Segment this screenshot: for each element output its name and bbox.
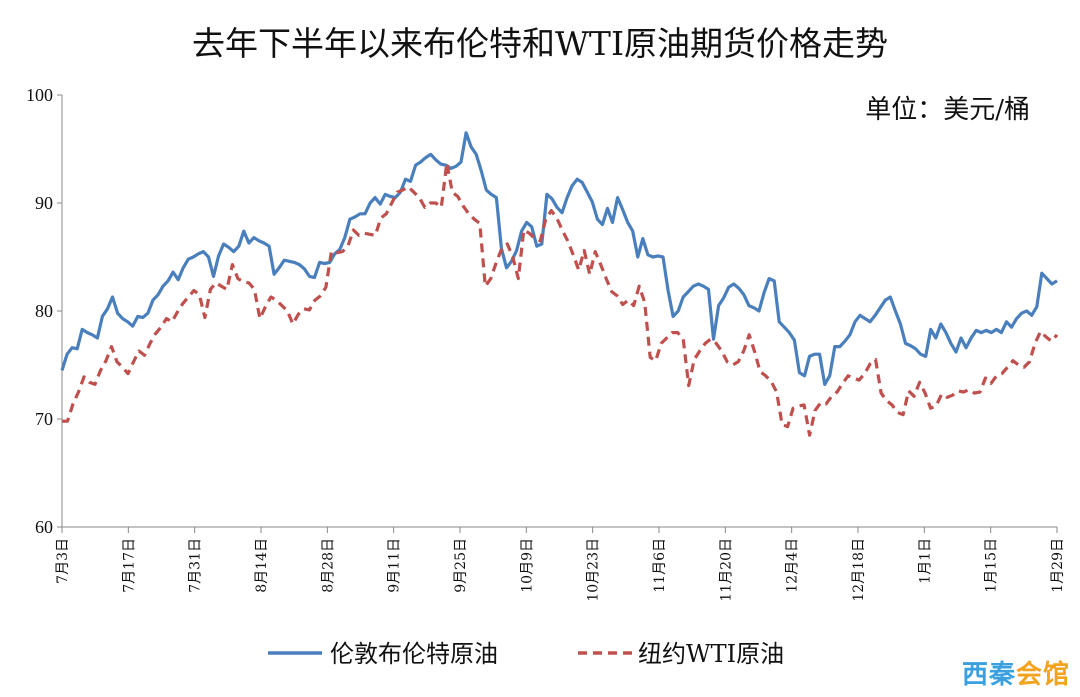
x-tick-label: 8月14日 — [254, 538, 270, 593]
y-tick-label: 60 — [35, 517, 53, 537]
y-tick-label: 70 — [35, 409, 53, 429]
series-line-brent — [60, 131, 1058, 386]
x-axis-ticks: 7月3日 7月17日 7月31日 8月14日 8月28日 9月11日 9月25日 10月9日 1… — [55, 527, 1066, 602]
x-tick-label: 1月15日 — [984, 538, 1000, 593]
x-tick-label: 10月23日 — [586, 538, 602, 602]
x-tick-label: 9月25日 — [453, 538, 469, 593]
x-tick-label: 10月9日 — [519, 538, 535, 593]
legend-label-wti: 纽约WTI原油 — [638, 640, 784, 668]
y-tick-label: 100 — [26, 85, 53, 105]
watermark-logo: 西秦会馆 — [962, 654, 1070, 691]
x-tick-label: 7月31日 — [188, 538, 204, 593]
unit-label: 单位：美元/桶 — [865, 95, 1030, 125]
x-tick-label: 7月17日 — [121, 538, 137, 593]
x-tick-label: 11月20日 — [718, 538, 734, 602]
x-tick-label: 11月6日 — [652, 538, 668, 593]
axes — [61, 95, 1057, 528]
x-tick-label: 7月3日 — [55, 538, 71, 584]
x-tick-label: 12月4日 — [785, 538, 801, 593]
y-axis-ticks: 60 70 80 90 100 — [26, 85, 62, 537]
x-tick-label: 9月11日 — [387, 538, 403, 593]
watermark-part2: 会馆 — [1015, 660, 1070, 690]
chart-title: 去年下半年以来布伦特和WTI原油期货价格走势 — [192, 24, 888, 63]
series-line-wti — [62, 161, 1059, 437]
legend: 伦敦布伦特原油 纽约WTI原油 — [268, 640, 784, 668]
legend-label-brent: 伦敦布伦特原油 — [330, 640, 498, 668]
watermark-part1: 西秦 — [961, 660, 1016, 690]
y-tick-label: 90 — [35, 193, 53, 213]
y-tick-label: 80 — [35, 301, 53, 321]
x-tick-label: 12月18日 — [851, 538, 867, 602]
x-tick-label: 1月1日 — [917, 538, 933, 584]
x-tick-label: 1月29日 — [1050, 538, 1066, 593]
x-tick-label: 8月28日 — [320, 538, 336, 593]
